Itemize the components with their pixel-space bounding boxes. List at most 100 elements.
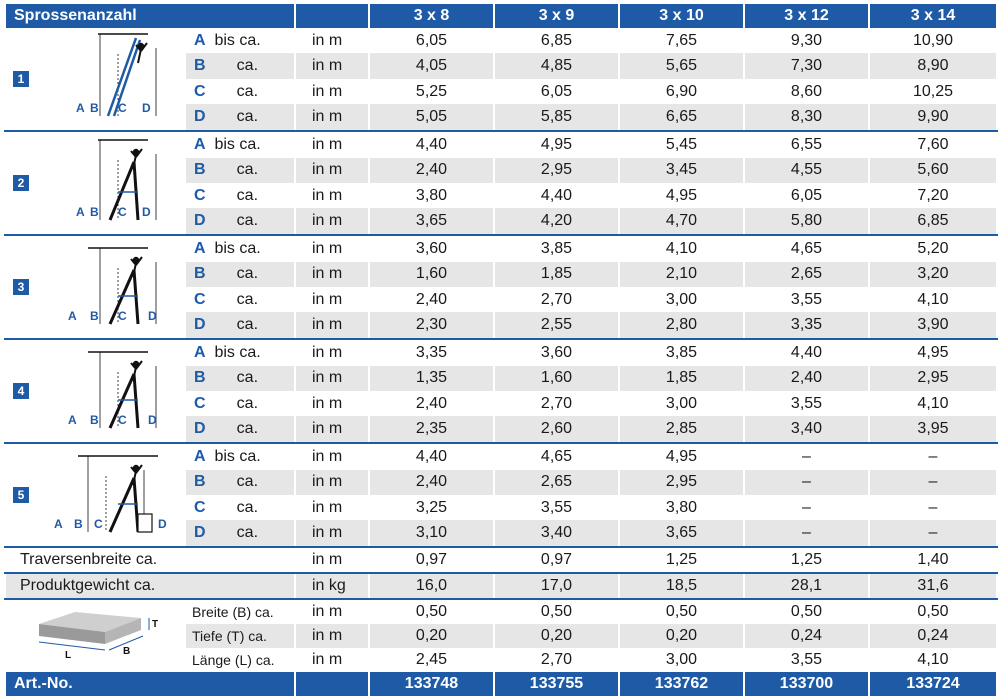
value-cell: 6,65 [618,104,745,132]
value-cell: 4,40 [368,443,495,470]
value-cell: 6,90 [618,78,745,105]
value-cell: 3,65 [368,208,495,236]
value-cell: 2,40 [368,157,495,183]
value-cell: – [868,443,998,470]
unit-cell: in m [294,261,370,287]
measure-qualifier: bis ca. [210,135,261,153]
table-row: D ca. in m 3,65 4,20 4,70 5,80 6,85 [5,208,998,236]
value-cell: 17,0 [493,573,620,600]
value-cell: 4,95 [618,443,745,470]
diagram-letter: B [90,309,99,323]
group-badge: 3 [13,279,29,295]
value-cell: 5,20 [868,235,998,262]
measure-letter: B [194,161,206,179]
measure-letter: C [194,186,206,204]
value-cell: 2,40 [368,286,495,313]
value-cell: 4,95 [868,339,998,366]
value-cell: 4,05 [368,53,495,79]
value-cell: – [743,494,870,521]
traverse-label: Traversenbreite ca. [4,547,296,574]
value-cell: 1,25 [618,547,745,574]
value-cell: 2,40 [368,390,495,417]
diagram-letter: D [142,205,151,219]
diagram-letter: B [90,205,99,219]
usage-group-number: 5 [4,443,38,548]
unit-cell: in m [294,390,370,417]
value-cell: 4,70 [618,208,745,236]
value-cell: 4,65 [743,235,870,262]
value-cell: 0,50 [618,599,745,624]
unit-cell: in m [294,443,370,470]
article-number-label: Art.-No. [4,672,296,696]
value-cell: 4,65 [493,443,620,470]
dimension-letter: L [65,650,71,661]
diagram-letter: A [68,413,77,427]
unit-cell: in m [294,312,370,340]
value-cell: – [743,443,870,470]
value-cell: 0,24 [743,624,870,648]
value-cell: 3,85 [618,339,745,366]
value-cell: 16,0 [368,573,495,600]
value-cell: 3,55 [743,286,870,313]
value-cell: 7,20 [868,182,998,209]
measure-label: C ca. [184,78,296,105]
diagram-letter: D [158,517,167,531]
value-cell: 4,40 [368,131,495,158]
article-number: 133755 [493,672,620,696]
diagram-letter: B [74,517,83,531]
table-row: Länge (L) ca. in m 2,45 2,70 3,00 3,55 4,10 [5,648,998,672]
measure-label: D ca. [184,520,296,548]
measure-qualifier: ca. [210,290,259,308]
measure-letter: C [194,394,206,412]
value-cell: 3,10 [368,520,495,548]
table-row: C ca. in m 3,25 3,55 3,80– – [5,494,998,521]
measure-letter: C [194,498,206,516]
unit-cell: in m [294,339,370,366]
value-cell: 5,60 [868,157,998,183]
diagram-letter: C [118,309,127,323]
package-dimension-label: Tiefe (T) ca. [184,624,296,648]
unit-cell: in m [294,104,370,132]
value-cell: 3,65 [618,520,745,548]
package-dimension-label: Länge (L) ca. [184,648,296,672]
value-cell: 0,20 [368,624,495,648]
unit-cell: in m [294,520,370,548]
measure-qualifier: ca. [210,369,259,387]
unit-cell: in m [294,28,370,54]
measure-label: D ca. [184,104,296,132]
value-cell: 3,00 [618,286,745,313]
diagram-letter: C [118,101,127,115]
table-row: B ca. in m 1,60 1,85 2,10 2,65 3,20 [5,261,998,287]
value-cell: 2,95 [618,469,745,495]
col-header: 3 x 9 [493,4,620,28]
weight-label: Produktgewicht ca. [4,573,296,600]
group-badge: 4 [13,383,29,399]
value-cell: 3,55 [743,390,870,417]
table-row: D ca. in m 2,35 2,60 2,85 3,40 3,95 [5,416,998,444]
value-cell: 7,30 [743,53,870,79]
article-number: 133748 [368,672,495,696]
unit-cell: in m [294,547,370,574]
value-cell: 3,80 [618,494,745,521]
measure-label: B ca. [184,53,296,79]
table-row: C ca. in m 2,40 2,70 3,00 3,55 4,10 [5,390,998,417]
measure-letter: A [194,135,206,153]
value-cell: 2,70 [493,286,620,313]
diagram-letter: C [118,413,127,427]
dimension-letter: B [123,646,130,657]
measure-qualifier: bis ca. [210,31,261,49]
measure-letter: D [194,420,206,438]
value-cell: 1,60 [493,365,620,391]
value-cell: 0,24 [868,624,998,648]
col-header: 3 x 10 [618,4,745,28]
measure-letter: A [194,31,206,49]
value-cell: 9,30 [743,28,870,54]
value-cell: 7,60 [868,131,998,158]
group-badge: 5 [13,487,29,503]
measure-label: D ca. [184,208,296,236]
value-cell: 3,20 [868,261,998,287]
